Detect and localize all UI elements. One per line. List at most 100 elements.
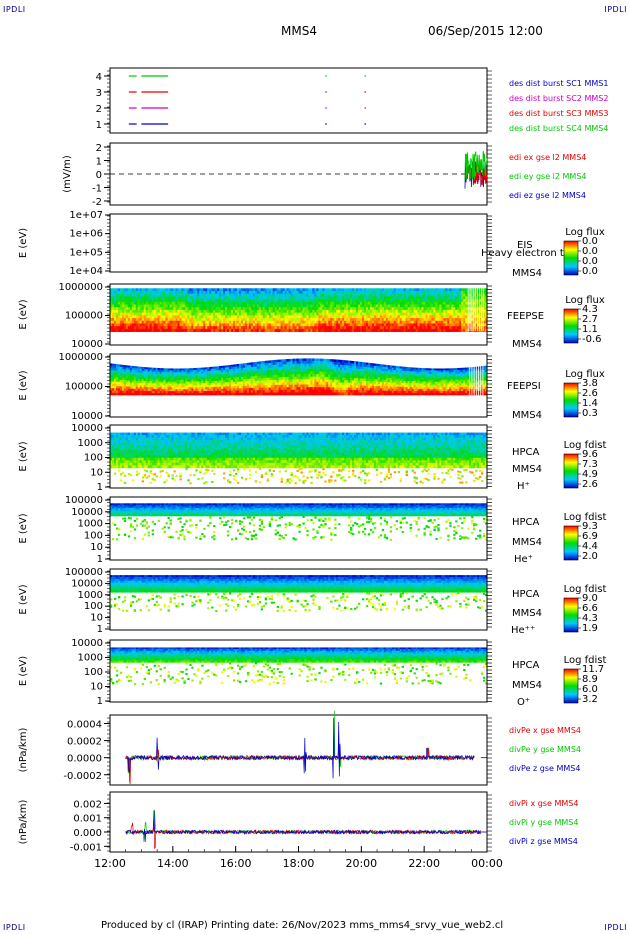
spectrogram-cell: [219, 307, 222, 311]
spectrogram-cell: [300, 371, 303, 375]
spectrogram-cell: [300, 326, 303, 330]
spectrogram-cell: [207, 307, 210, 311]
spectrogram-cell: [169, 315, 172, 319]
spectrogram-cell: [320, 315, 323, 319]
spectrogram-cell: [248, 385, 252, 389]
spectrogram-cell: [201, 326, 204, 330]
spectrogram-cell: [284, 288, 287, 292]
spectrogram-cell: [431, 312, 434, 316]
spectrogram-cell: [286, 369, 289, 373]
spectrogram-cell: [115, 293, 119, 297]
spectrogram-cell: [451, 323, 454, 327]
spectrogram-cell: [207, 320, 210, 324]
spectrogram-cell: [256, 315, 260, 319]
spectrogram-cell: [233, 293, 236, 297]
spectrogram-cell: [282, 293, 286, 297]
spectrogram-cell: [276, 367, 280, 371]
spectrogram-cell: [457, 288, 460, 292]
spectrogram-cell: [286, 374, 289, 378]
spectrogram-cell: [139, 372, 143, 376]
spectrogram-cell: [229, 312, 232, 316]
spectrogram-cell: [161, 381, 164, 384]
spectrogram-cell: [155, 290, 159, 295]
spectrogram-cell: [181, 318, 184, 322]
spectrogram-cell: [209, 293, 212, 297]
spectrogram-cell: [153, 288, 157, 292]
spectrogram-cell: [274, 379, 278, 383]
spectrogram-cell: [252, 371, 256, 375]
spectrogram-cell: [250, 293, 254, 297]
spectrogram-cell: [304, 307, 307, 311]
spectrogram-cell: [167, 383, 170, 386]
spectrogram-cell: [306, 379, 309, 383]
spectrogram-cell: [286, 315, 289, 319]
spectrogram-cell: [209, 296, 212, 300]
spectrogram-cell: [411, 326, 414, 330]
spectrogram-cell: [457, 323, 460, 327]
spectrogram-cell: [229, 309, 232, 314]
spectrogram-cell: [330, 290, 333, 295]
spectrogram-cell: [209, 366, 212, 370]
spectrogram-cell: [344, 326, 347, 330]
spectrogram-cell: [244, 365, 248, 369]
spectrogram-cell: [322, 301, 325, 305]
spectrogram-cell: [419, 309, 422, 314]
spectrogram-cell: [375, 296, 379, 300]
spectrogram-cell: [294, 369, 297, 373]
spectrogram-cell: [401, 304, 405, 308]
spectrogram-cell: [167, 299, 170, 303]
spectrogram-cell: [437, 299, 440, 303]
overlay-text: Heavy electron te: [481, 248, 570, 259]
spectrogram-cell: [137, 309, 141, 314]
spectrogram-cell: [348, 301, 351, 305]
spectrogram-cell: [205, 367, 208, 370]
spectrogram-cell: [306, 304, 309, 308]
spectrogram-cell: [278, 384, 282, 388]
spectrogram-cell: [385, 318, 389, 322]
spectrogram-cell: [139, 326, 143, 330]
spectrogram-cell: [391, 318, 395, 322]
spectrogram-cell: [461, 315, 464, 319]
spectrogram-cell: [304, 374, 307, 378]
spectrogram-cell: [475, 293, 478, 297]
spectrogram-cell: [236, 364, 240, 367]
spectrogram-cell: [379, 293, 383, 297]
spectrogram-cell: [177, 387, 180, 390]
spectrogram-cell: [129, 320, 133, 324]
spectrogram-cell: [340, 315, 343, 319]
spectrogram-cell: [159, 301, 162, 305]
spectrogram-cell: [417, 312, 420, 316]
spectrogram-cell: [481, 290, 484, 295]
spectrogram-cell: [379, 318, 383, 322]
spectrogram-cell: [169, 376, 172, 379]
spectrogram-cell: [308, 392, 311, 396]
spectrogram-cell: [163, 301, 166, 305]
spectrogram-cell: [411, 304, 414, 308]
spectrogram-cell: [242, 363, 246, 366]
spectrogram-cell: [326, 309, 329, 314]
spectrogram-cell: [356, 318, 359, 322]
spectrogram-cell: [326, 296, 329, 300]
spectrogram-cell: [403, 293, 407, 297]
spectrogram-cell: [282, 379, 286, 383]
spectrogram-cell: [181, 304, 184, 308]
spectrogram-cell: [111, 365, 115, 369]
spectrogram-cell: [233, 392, 236, 396]
spectrogram-cell: [296, 299, 299, 303]
spectrogram-cell: [356, 307, 359, 311]
spectrogram-cell: [437, 290, 440, 295]
spectrogram-cell: [145, 304, 149, 308]
spectrogram-cell: [187, 312, 190, 316]
spectrogram-cell: [395, 288, 399, 292]
spectrogram-cell: [274, 384, 278, 388]
spectrogram-cell: [217, 388, 220, 392]
spectrogram-cell: [129, 299, 133, 303]
spectrogram-cell: [187, 375, 190, 379]
spectrogram-cell: [276, 304, 280, 308]
spectrogram-cell: [393, 299, 397, 303]
spectrogram-cell: [365, 309, 369, 314]
spectrogram-cell: [383, 296, 387, 300]
spectrogram-cell: [129, 312, 133, 316]
spectrogram-cell: [318, 387, 321, 391]
spectrogram-cell: [264, 309, 268, 314]
